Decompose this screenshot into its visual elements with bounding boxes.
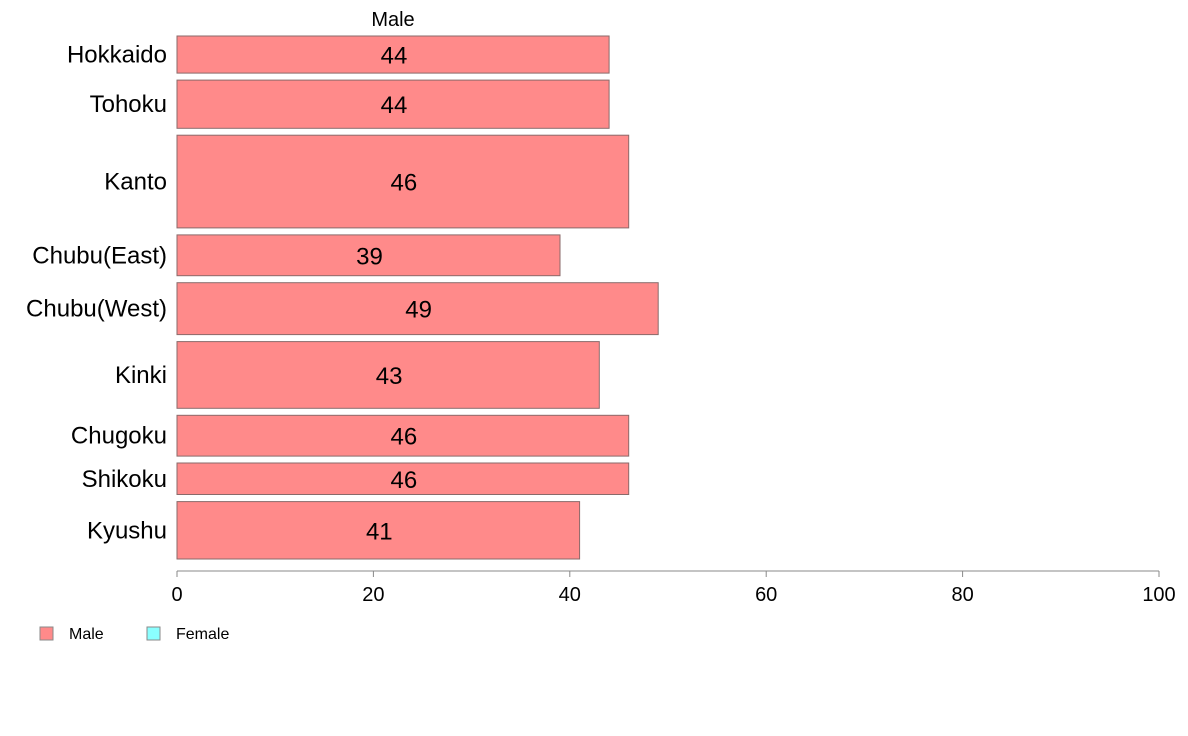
bar-tohoku — [176, 79, 610, 129]
legend-label-male: Male — [69, 626, 104, 643]
category-label-tohoku: Tohoku — [90, 91, 167, 118]
bar-kanto — [176, 134, 630, 229]
bar-kyushu — [176, 501, 581, 560]
x-tick-label-100: 100 — [1142, 584, 1175, 606]
bar-chubu-west — [176, 282, 659, 336]
series-title: Male — [371, 9, 414, 31]
x-tick-label-20: 20 — [362, 584, 384, 606]
category-label-shikoku: Shikoku — [82, 466, 167, 493]
x-axis: 0 20 40 60 80 100 — [171, 570, 1176, 606]
category-label-chubu-west: Chubu(West) — [26, 296, 167, 323]
bar-kinki — [176, 341, 600, 409]
bar-shikoku — [176, 462, 630, 495]
legend-swatch-male — [39, 626, 54, 641]
category-label-kanto: Kanto — [104, 169, 167, 196]
legend-label-female: Female — [176, 626, 229, 643]
value-label-chubu-east: 39 — [356, 243, 383, 270]
bar-chugoku — [176, 414, 630, 457]
bar-chubu-east — [176, 234, 561, 277]
value-label-kyushu: 41 — [366, 518, 393, 545]
x-tick-label-60: 60 — [755, 584, 777, 606]
x-tick-label-80: 80 — [951, 584, 973, 606]
value-label-kanto: 46 — [391, 170, 418, 197]
x-tick-label-0: 0 — [171, 584, 182, 606]
value-label-chugoku: 46 — [391, 424, 418, 451]
legend: Male Female — [39, 626, 229, 643]
x-tick-label-40: 40 — [559, 584, 581, 606]
bar-hokkaido — [176, 35, 610, 74]
category-label-kinki: Kinki — [115, 362, 167, 389]
bars-layer: Hokkaido 44 Tohoku 44 Kanto 46 Chubu(East) 39 Ch… — [26, 35, 659, 560]
value-label-tohoku: 44 — [381, 92, 408, 119]
value-label-shikoku: 46 — [391, 467, 418, 494]
legend-swatch-female — [146, 626, 161, 641]
category-label-chubu-east: Chubu(East) — [32, 242, 167, 269]
value-label-hokkaido: 44 — [381, 43, 408, 70]
category-label-kyushu: Kyushu — [87, 517, 167, 544]
category-label-chugoku: Chugoku — [71, 423, 167, 450]
category-label-hokkaido: Hokkaido — [67, 42, 167, 69]
value-label-kinki: 43 — [376, 363, 403, 390]
value-label-chubu-west: 49 — [405, 297, 432, 324]
